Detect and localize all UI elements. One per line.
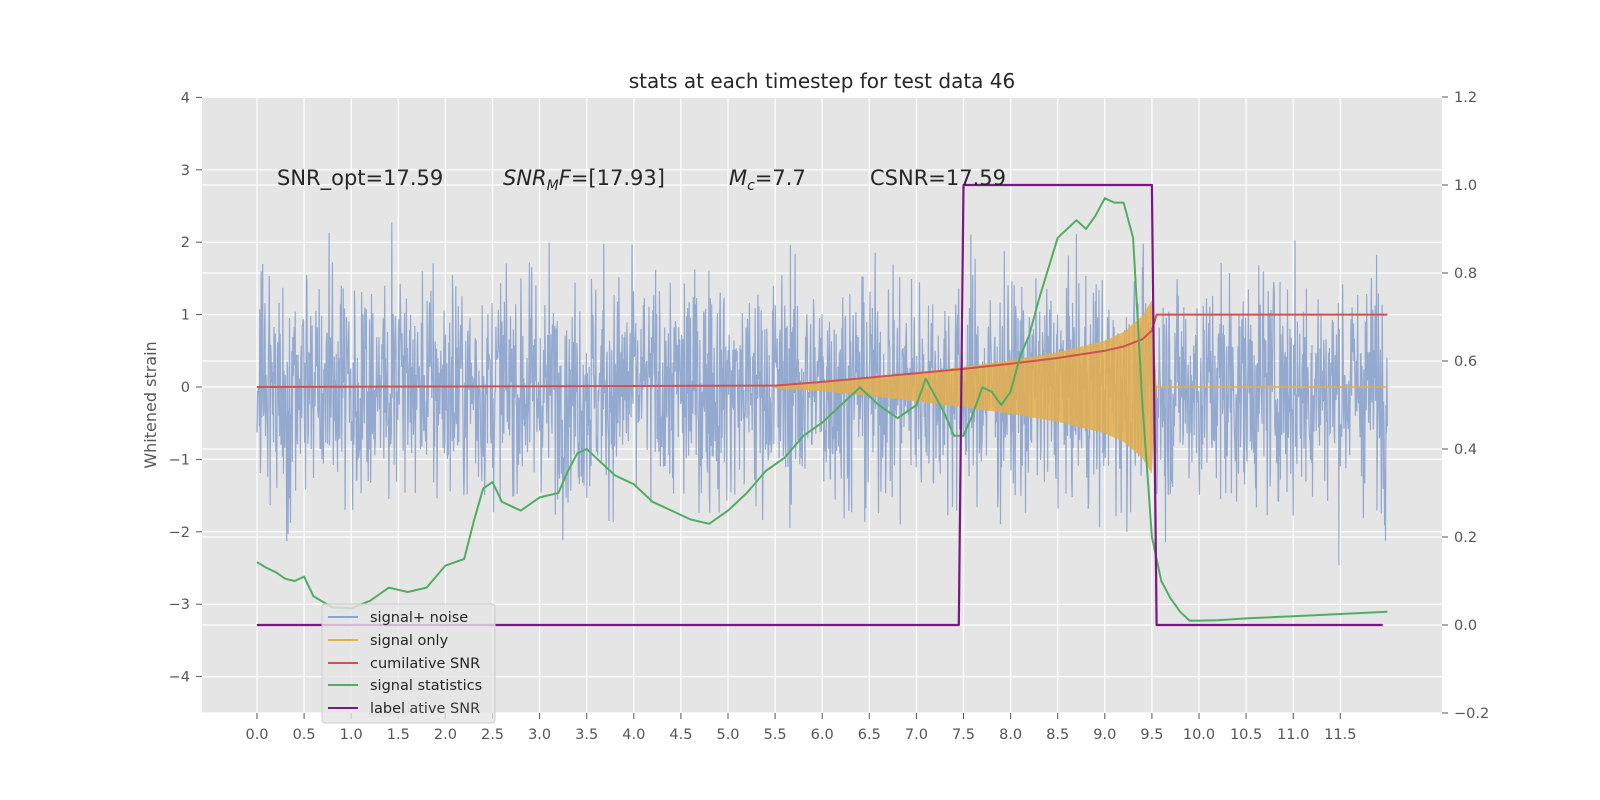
y2-tick-label: 0.6 <box>1454 354 1477 370</box>
x-tick-label: 4.5 <box>669 727 692 743</box>
axis-ticks: 0.0 0.5 1.0 1.5 2.0 2.5 3.0 3.5 4.0 4.5 5.0 5.5 6.0 6… <box>169 90 1490 743</box>
x-tick-label: 0.0 <box>245 727 268 743</box>
y-axis-label: Whitened strain <box>141 341 160 468</box>
legend-label-cumulative: cumilative SNR <box>370 656 480 672</box>
cumulative-snr-line <box>256 313 1388 388</box>
x-tick-label: 5.5 <box>764 727 787 743</box>
y-tick-label: 3 <box>181 163 190 179</box>
y-tick-label: 2 <box>181 235 190 251</box>
signal-plus-noise-series <box>256 222 1388 566</box>
y-tick-label: 4 <box>181 90 190 106</box>
legend-label-label: label <box>370 701 405 717</box>
signal-statistics-line <box>256 197 1388 622</box>
x-tick-label: 11.5 <box>1324 727 1356 743</box>
x-tick-label: 5.0 <box>716 727 739 743</box>
label-line <box>257 183 1383 627</box>
y2-tick-label: 0.2 <box>1454 530 1477 546</box>
annotation-chirp-mass: Mc=7.7 <box>729 166 806 194</box>
y-tick-label: −4 <box>169 670 190 686</box>
annotation-csnr: CSNR=17.59 <box>870 166 1006 190</box>
x-tick-label: 4.0 <box>622 727 645 743</box>
x-tick-label: 3.5 <box>575 727 598 743</box>
signal-only-series <box>775 300 1388 474</box>
x-tick-label: 8.0 <box>999 727 1022 743</box>
annotations: SNR_opt=17.59 SNRMF=[17.93] Mc=7.7 CSNR=… <box>277 166 1006 194</box>
x-tick-label: 10.0 <box>1183 727 1215 743</box>
y-tick-label: 1 <box>181 308 190 324</box>
legend-label-statistics: signal statistics <box>370 678 482 694</box>
x-tick-label: 9.0 <box>1093 727 1116 743</box>
y2-tick-label: 1.0 <box>1454 178 1477 194</box>
x-tick-label: 9.5 <box>1140 727 1163 743</box>
x-tick-label: 0.5 <box>293 727 316 743</box>
annotation-snr-opt: SNR_opt=17.59 <box>277 166 443 191</box>
x-tick-label: 2.5 <box>481 727 504 743</box>
y2-tick-label: 0.0 <box>1454 618 1477 634</box>
legend-label-noise: signal+ noise <box>370 610 468 626</box>
x-tick-label: 3.0 <box>528 727 551 743</box>
signal-only-envelope <box>775 300 1157 474</box>
y2-tick-label: 0.4 <box>1454 442 1477 458</box>
x-tick-label: 10.5 <box>1230 727 1262 743</box>
legend-box <box>321 603 496 724</box>
x-tick-label: 1.5 <box>387 727 410 743</box>
signal-plus-noise-line <box>256 222 1388 566</box>
y-tick-label: −2 <box>169 525 190 541</box>
y-tick-label: 0 <box>181 380 190 396</box>
x-tick-label: 7.5 <box>952 727 975 743</box>
x-tick-label: 1.0 <box>340 727 363 743</box>
chart-title: stats at each timestep for test data 46 <box>629 69 1015 93</box>
y2-tick-label: 1.2 <box>1454 90 1477 106</box>
x-tick-label: 11.0 <box>1277 727 1309 743</box>
x-tick-label: 8.5 <box>1046 727 1069 743</box>
x-tick-label: 7.0 <box>905 727 928 743</box>
line-series <box>256 183 1388 627</box>
y-tick-label: −3 <box>169 597 190 613</box>
legend-label-signal: signal only <box>370 633 449 649</box>
y-tick-label: −1 <box>169 452 190 468</box>
x-tick-label: 6.0 <box>811 727 834 743</box>
legend: cumilative SNR signal+ noise signal only… <box>321 603 496 724</box>
annotation-snr-mf: SNRMF=[17.93] <box>503 166 665 194</box>
y2-tick-label: 0.8 <box>1454 266 1477 282</box>
x-tick-label: 2.0 <box>434 727 457 743</box>
x-tick-label: 6.5 <box>858 727 881 743</box>
legend-label-bg <box>368 699 408 717</box>
y2-tick-label: −0.2 <box>1454 706 1489 722</box>
